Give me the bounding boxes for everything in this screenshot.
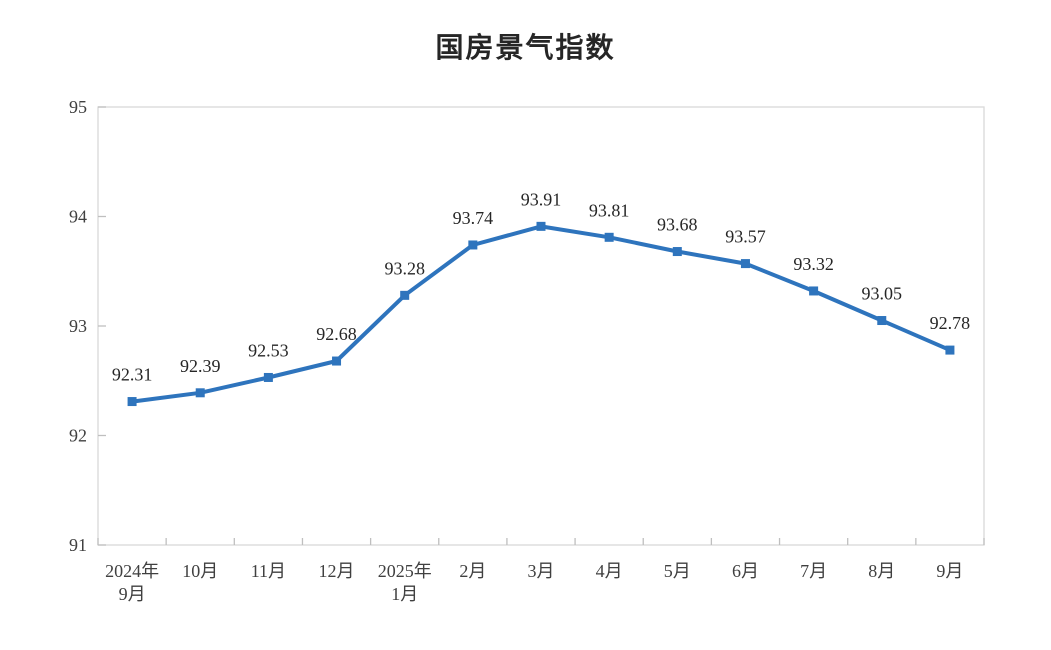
x-axis-label: 2月	[459, 561, 486, 581]
data-point-marker	[400, 290, 410, 300]
x-axis-label: 2025年 1月	[378, 561, 432, 604]
data-point-marker	[468, 240, 478, 250]
data-point-label: 93.68	[657, 215, 698, 235]
data-point-marker	[195, 388, 205, 398]
data-point-marker	[877, 316, 887, 326]
y-axis-label: 94	[69, 207, 87, 227]
series-line	[130, 224, 952, 404]
chart-title: 国房景气指数	[435, 32, 616, 63]
data-point-marker	[672, 247, 682, 257]
data-point-label: 92.31	[112, 365, 153, 385]
x-axis-label: 3月	[528, 561, 555, 581]
data-point-label: 92.68	[316, 324, 357, 344]
y-axis-label: 92	[69, 426, 87, 446]
x-axis-label: 2024年 9月	[105, 561, 159, 604]
data-point-marker	[809, 286, 819, 296]
data-point-marker	[536, 221, 546, 231]
y-axis-label: 93	[69, 316, 87, 336]
x-axis-label: 7月	[800, 561, 827, 581]
data-point-marker	[127, 397, 137, 407]
y-axis-label: 91	[69, 535, 87, 555]
data-point-marker	[945, 345, 955, 355]
x-axis-label: 10月	[182, 561, 218, 581]
data-point-marker	[332, 356, 342, 366]
x-axis-label: 11月	[251, 561, 286, 581]
y-axis-label: 95	[69, 97, 87, 117]
x-axis-label: 12月	[319, 561, 355, 581]
x-axis-label: 9月	[936, 561, 963, 581]
x-axis-label: 5月	[664, 561, 691, 581]
data-point-label: 93.05	[862, 284, 903, 304]
data-point-marker	[263, 372, 273, 382]
data-point-label: 93.28	[384, 258, 425, 278]
data-point-label: 93.81	[589, 200, 630, 220]
x-axis-label: 6月	[732, 561, 759, 581]
data-point-label: 93.57	[725, 227, 766, 247]
data-point-label: 92.39	[180, 356, 221, 376]
data-point-label: 92.53	[248, 340, 289, 360]
data-point-label: 93.32	[793, 254, 834, 274]
data-point-marker	[604, 232, 614, 242]
x-axis-label: 4月	[596, 561, 623, 581]
plot-border	[97, 106, 985, 546]
x-axis-label: 8月	[868, 561, 895, 581]
data-point-label: 93.91	[521, 189, 562, 209]
data-point-label: 93.74	[453, 208, 494, 228]
data-point-marker	[740, 259, 750, 269]
data-point-label: 92.78	[930, 313, 971, 333]
